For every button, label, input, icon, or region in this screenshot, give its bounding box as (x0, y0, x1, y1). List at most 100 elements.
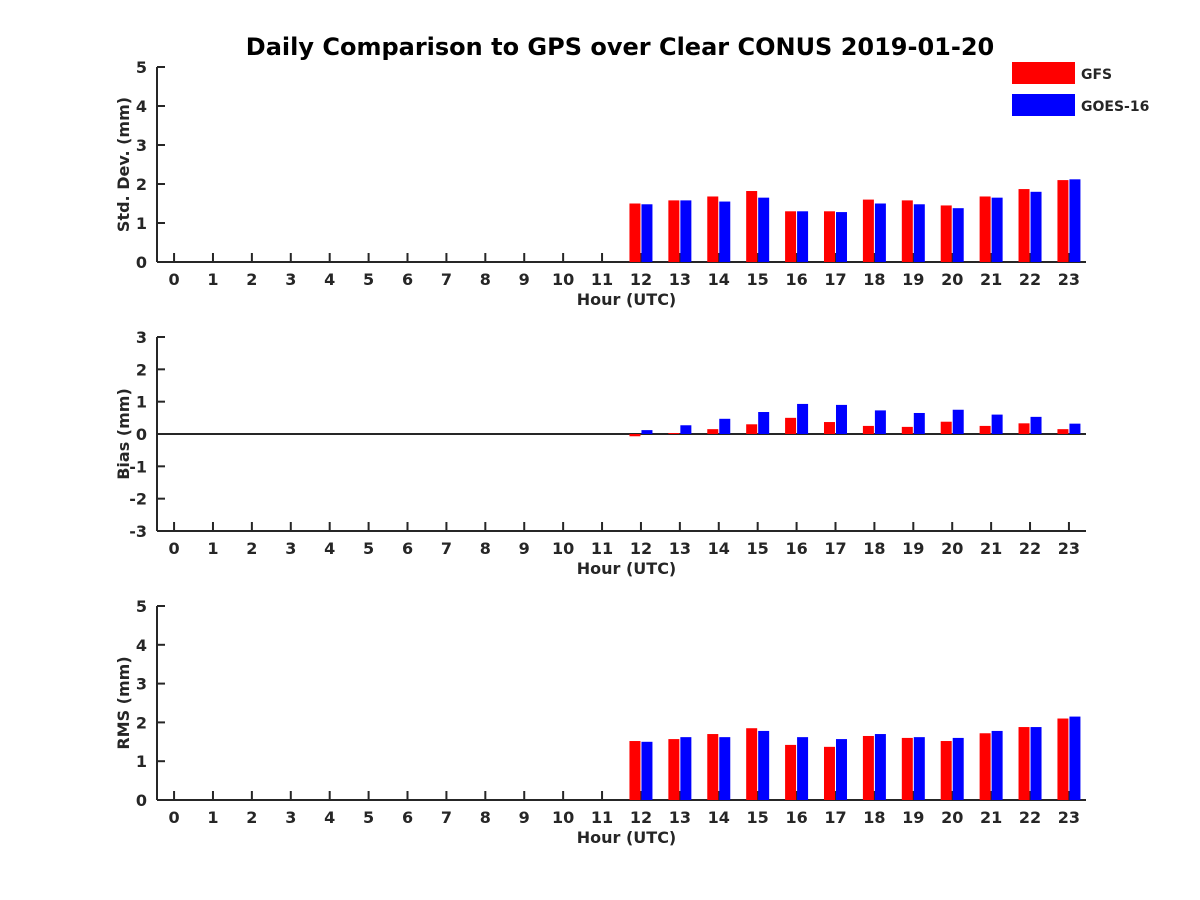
rms-x-tick-label: 5 (363, 808, 374, 827)
bias-x-tick-label: 6 (402, 539, 413, 558)
stddev-bar-goes16-hour-22 (1030, 191, 1042, 262)
rms-x-tick-label: 9 (519, 808, 530, 827)
bias-bar-gfs-hour-21 (979, 425, 991, 434)
stddev-x-tick-label: 19 (902, 270, 924, 289)
stddev-bar-goes16-hour-15 (758, 197, 770, 262)
rms-bar-gfs-hour-12 (629, 741, 641, 800)
bias-x-tick-label: 18 (863, 539, 885, 558)
rms-bar-goes16-hour-21 (991, 730, 1003, 800)
stddev-x-tick-label: 21 (980, 270, 1002, 289)
stddev-x-tick-label: 0 (168, 270, 179, 289)
bias-bar-goes16-hour-22 (1030, 416, 1042, 434)
stddev-y-tick-label: 2 (136, 175, 147, 194)
rms-x-tick-label: 21 (980, 808, 1002, 827)
stddev-bar-gfs-hour-14 (707, 196, 719, 262)
stddev-x-tick-label: 4 (324, 270, 335, 289)
stddev-bar-goes16-hour-23 (1069, 179, 1081, 262)
rms-x-tick-label: 22 (1019, 808, 1041, 827)
rms-bar-gfs-hour-22 (1018, 727, 1030, 800)
rms-y-tick-label: 3 (136, 675, 147, 694)
rms-x-tick-label: 0 (168, 808, 179, 827)
stddev-y-tick-label: 1 (136, 214, 147, 233)
rms-bar-goes16-hour-16 (797, 737, 809, 800)
bias-bar-goes16-hour-16 (797, 403, 809, 434)
rms-bar-gfs-hour-16 (785, 744, 797, 800)
stddev-bar-gfs-hour-18 (862, 199, 874, 262)
bias-x-tick-label: 21 (980, 539, 1002, 558)
rms-bar-goes16-hour-23 (1069, 716, 1081, 800)
stddev-y-axis-label: Std. Dev. (mm) (114, 97, 133, 232)
rms-bar-gfs-hour-19 (901, 737, 913, 800)
rms-bar-goes16-hour-12 (641, 741, 653, 800)
bias-x-tick-label: 7 (441, 539, 452, 558)
figure-title: Daily Comparison to GPS over Clear CONUS… (246, 33, 994, 61)
bias-bar-goes16-hour-23 (1069, 423, 1081, 434)
bias-y-tick-label: 0 (136, 425, 147, 444)
rms-y-tick-label: 0 (136, 791, 147, 810)
rms-x-tick-label: 23 (1058, 808, 1080, 827)
rms-bar-gfs-hour-18 (862, 735, 874, 800)
bias-x-tick-label: 19 (902, 539, 924, 558)
stddev-bar-gfs-hour-13 (668, 200, 680, 262)
bias-bar-gfs-hour-20 (940, 421, 952, 434)
bias-bar-gfs-hour-15 (746, 424, 758, 434)
rms-x-tick-label: 3 (285, 808, 296, 827)
bias-x-tick-label: 2 (246, 539, 257, 558)
rms-x-tick-label: 8 (480, 808, 491, 827)
rms-bar-goes16-hour-14 (719, 737, 731, 800)
bias-x-axis-label: Hour (UTC) (577, 559, 677, 578)
stddev-x-tick-label: 13 (669, 270, 691, 289)
bias-bar-goes16-hour-20 (952, 409, 964, 434)
stddev-x-tick-label: 14 (708, 270, 730, 289)
bias-y-axis-label: Bias (mm) (114, 388, 133, 480)
bias-y-tick-label: 2 (136, 360, 147, 379)
bias-x-tick-label: 15 (747, 539, 769, 558)
stddev-x-axis-label: Hour (UTC) (577, 290, 677, 309)
bias-x-tick-label: 23 (1058, 539, 1080, 558)
stddev-bar-gfs-hour-12 (629, 203, 641, 262)
bias-x-tick-label: 5 (363, 539, 374, 558)
bias-bar-gfs-hour-16 (785, 417, 797, 434)
stddev-bar-gfs-hour-16 (785, 211, 797, 262)
bias-x-tick-label: 4 (324, 539, 335, 558)
rms-x-tick-label: 12 (630, 808, 652, 827)
stddev-bar-goes16-hour-16 (797, 211, 809, 262)
stddev-x-tick-label: 22 (1019, 270, 1041, 289)
rms-bar-gfs-hour-14 (707, 734, 719, 800)
rms-bar-goes16-hour-19 (913, 737, 925, 800)
stddev-bar-gfs-hour-22 (1018, 189, 1030, 262)
bias-y-tick-label: -2 (129, 490, 147, 509)
stddev-x-tick-label: 15 (747, 270, 769, 289)
rms-y-tick-label: 5 (136, 597, 147, 616)
stddev-bar-goes16-hour-14 (719, 201, 731, 262)
stddev-x-tick-label: 11 (591, 270, 613, 289)
rms-x-tick-label: 4 (324, 808, 335, 827)
rms-x-tick-label: 7 (441, 808, 452, 827)
rms-bar-gfs-hour-21 (979, 733, 991, 800)
bias-bar-gfs-hour-18 (862, 425, 874, 434)
bias-bar-gfs-hour-23 (1057, 429, 1069, 434)
bias-bar-goes16-hour-12 (641, 430, 653, 434)
stddev-x-tick-label: 23 (1058, 270, 1080, 289)
stddev-x-tick-label: 16 (785, 270, 807, 289)
stddev-x-tick-label: 17 (824, 270, 846, 289)
stddev-y-tick-label: 3 (136, 136, 147, 155)
stddev-x-tick-label: 6 (402, 270, 413, 289)
bias-x-tick-label: 12 (630, 539, 652, 558)
bias-x-tick-label: 17 (824, 539, 846, 558)
bias-x-tick-label: 0 (168, 539, 179, 558)
stddev-bar-gfs-hour-23 (1057, 180, 1069, 262)
bias-y-tick-label: -3 (129, 522, 147, 541)
stddev-bar-gfs-hour-15 (746, 191, 758, 262)
bias-bar-gfs-hour-22 (1018, 423, 1030, 434)
legend: GFS GOES-16 (1012, 62, 1149, 116)
rms-bar-gfs-hour-15 (746, 728, 758, 800)
bias-x-tick-label: 16 (785, 539, 807, 558)
stddev-bar-goes16-hour-18 (874, 203, 886, 262)
bias-x-tick-label: 20 (941, 539, 963, 558)
rms-x-tick-label: 13 (669, 808, 691, 827)
stddev-bar-goes16-hour-17 (835, 212, 847, 262)
rms-bar-goes16-hour-18 (874, 734, 886, 800)
